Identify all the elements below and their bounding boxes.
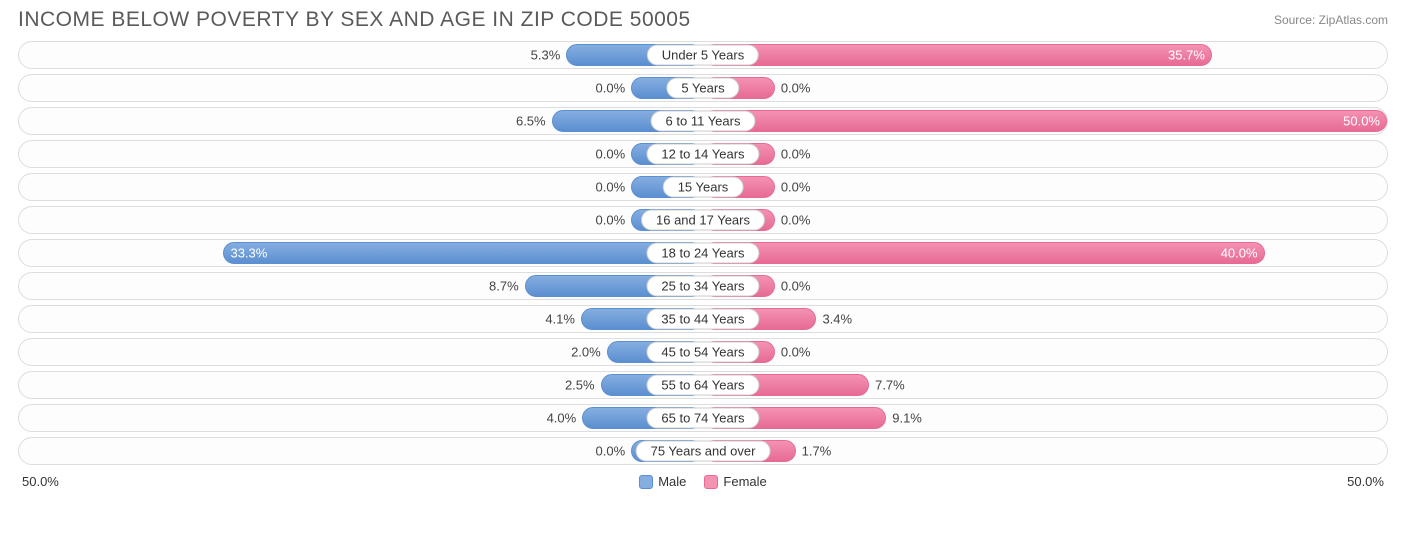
age-label: 15 Years [663,177,744,198]
axis-label-right: 50.0% [1347,474,1384,489]
legend-male-label: Male [658,474,686,489]
chart-footer: 50.0% Male Female 50.0% [0,470,1406,499]
age-label: 16 and 17 Years [641,210,765,231]
female-value: 0.0% [781,345,811,360]
chart-container: INCOME BELOW POVERTY BY SEX AND AGE IN Z… [0,0,1406,499]
chart-row: 0.0% 1.7% 75 Years and over [18,437,1388,465]
male-value: 0.0% [596,444,626,459]
male-value: 2.5% [565,378,595,393]
chart-row: 6.5% 50.0% 6 to 11 Years [18,107,1388,135]
female-value: 0.0% [781,279,811,294]
legend-item-male: Male [639,474,686,489]
female-value: 9.1% [892,411,922,426]
chart-row: 0.0% 0.0% 16 and 17 Years [18,206,1388,234]
age-label: 45 to 54 Years [646,342,759,363]
male-value: 5.3% [531,48,561,63]
female-value: 0.0% [781,180,811,195]
chart-row: 5.3% 35.7% Under 5 Years [18,41,1388,69]
female-bar: 40.0% [703,242,1265,264]
male-value: 2.0% [571,345,601,360]
male-value: 0.0% [596,180,626,195]
female-swatch-icon [704,475,718,489]
female-value: 0.0% [781,81,811,96]
chart-area: 5.3% 35.7% Under 5 Years 0.0% 0.0% 5 Years 6.5… [0,41,1406,465]
female-bar: 35.7% [703,44,1212,66]
legend: Male Female [639,474,767,489]
chart-row: 33.3% 40.0% 18 to 24 Years [18,239,1388,267]
chart-header: INCOME BELOW POVERTY BY SEX AND AGE IN Z… [0,0,1406,36]
chart-row: 2.0% 0.0% 45 to 54 Years [18,338,1388,366]
axis-label-left: 50.0% [22,474,59,489]
male-value: 4.0% [547,411,577,426]
female-bar: 50.0% [703,110,1387,132]
male-value: 33.3% [230,246,267,261]
female-value: 0.0% [781,213,811,228]
chart-title: INCOME BELOW POVERTY BY SEX AND AGE IN Z… [18,8,691,32]
chart-source: Source: ZipAtlas.com [1274,13,1388,27]
male-value: 8.7% [489,279,519,294]
legend-female-label: Female [723,474,766,489]
male-swatch-icon [639,475,653,489]
female-value: 40.0% [1221,246,1258,261]
age-label: 5 Years [666,78,739,99]
male-bar: 33.3% [223,242,703,264]
female-value: 1.7% [802,444,832,459]
chart-row: 2.5% 7.7% 55 to 64 Years [18,371,1388,399]
male-value: 6.5% [516,114,546,129]
chart-row: 4.1% 3.4% 35 to 44 Years [18,305,1388,333]
male-value: 0.0% [596,147,626,162]
age-label: 65 to 74 Years [646,408,759,429]
female-value: 50.0% [1343,114,1380,129]
female-value: 7.7% [875,378,905,393]
chart-row: 0.0% 0.0% 12 to 14 Years [18,140,1388,168]
age-label: 55 to 64 Years [646,375,759,396]
chart-row: 0.0% 0.0% 15 Years [18,173,1388,201]
female-value: 3.4% [822,312,852,327]
age-label: 6 to 11 Years [651,111,756,132]
age-label: 12 to 14 Years [646,144,759,165]
age-label: 25 to 34 Years [646,276,759,297]
chart-row: 8.7% 0.0% 25 to 34 Years [18,272,1388,300]
chart-row: 0.0% 0.0% 5 Years [18,74,1388,102]
female-value: 0.0% [781,147,811,162]
age-label: Under 5 Years [647,45,759,66]
legend-item-female: Female [704,474,766,489]
male-value: 0.0% [596,213,626,228]
female-value: 35.7% [1168,48,1205,63]
age-label: 35 to 44 Years [646,309,759,330]
male-value: 0.0% [596,81,626,96]
male-value: 4.1% [545,312,575,327]
age-label: 75 Years and over [636,441,771,462]
age-label: 18 to 24 Years [646,243,759,264]
chart-row: 4.0% 9.1% 65 to 74 Years [18,404,1388,432]
